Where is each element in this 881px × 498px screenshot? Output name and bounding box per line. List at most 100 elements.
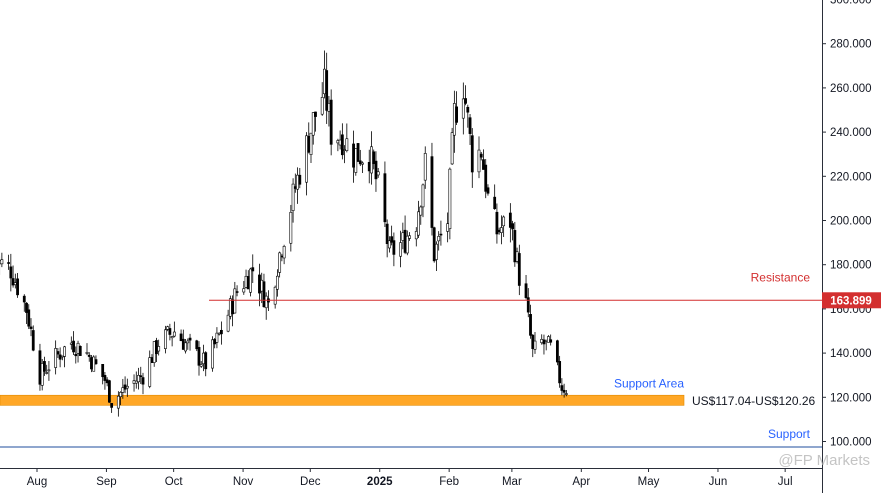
candle-body-down [555, 340, 559, 363]
candle-body-up [244, 275, 248, 288]
candle-body-up [63, 346, 67, 357]
candle [305, 132, 308, 196]
resistance-price-tag [822, 292, 881, 309]
candle-body-up [435, 243, 438, 260]
candle-body-down [87, 354, 91, 357]
candle [197, 341, 201, 376]
candle-body-down [123, 384, 127, 390]
candle-body-down [27, 309, 31, 327]
candle-body-up [345, 138, 349, 151]
candle [564, 389, 568, 397]
candle [390, 225, 394, 246]
candle [116, 391, 120, 417]
candle-body-up [544, 339, 548, 342]
candle-body-down [29, 326, 33, 329]
candle [16, 272, 19, 298]
candle [338, 130, 342, 150]
price-axis-background [822, 0, 881, 493]
candle [11, 265, 15, 288]
candle [374, 151, 378, 192]
y-tick-label: 280.000 [830, 39, 872, 51]
candle-body-up [275, 275, 279, 290]
candle [307, 122, 311, 154]
candle [423, 146, 427, 189]
candle [323, 50, 326, 99]
candle-body-up [419, 206, 423, 216]
candle-body-down [493, 196, 497, 210]
candle-body-up [119, 392, 123, 397]
candle [558, 355, 562, 388]
candle-body-down [168, 328, 172, 335]
candle [401, 222, 405, 250]
candle [437, 231, 441, 251]
candle [228, 295, 232, 320]
candle [461, 82, 465, 135]
candle-body-up [421, 184, 425, 208]
candle [542, 334, 546, 355]
candle-body-down [11, 278, 15, 286]
y-tick-label: 240.000 [830, 127, 872, 139]
candle [325, 52, 329, 124]
candle-body-up [164, 329, 167, 349]
candle-body-down [280, 255, 284, 258]
candle [155, 337, 158, 362]
candle-body-down [25, 302, 28, 313]
candle [345, 123, 349, 153]
x-tick-label: Nov [233, 476, 254, 488]
candle [184, 338, 187, 354]
candle-body-up [338, 139, 342, 146]
candle [392, 232, 396, 267]
candle-body-up [323, 68, 326, 95]
candle [121, 378, 125, 399]
candle-body-down [340, 134, 344, 156]
candle-body-up [172, 331, 176, 337]
x-tick-label: 2025 [367, 476, 393, 488]
candle [278, 251, 282, 278]
candle-body-up [533, 340, 537, 350]
x-tick-label: May [638, 476, 660, 488]
candle [508, 203, 512, 243]
candle-body-up [320, 97, 324, 115]
candle-body-up [361, 162, 364, 165]
candle-body-down [455, 106, 459, 123]
candle [367, 149, 371, 184]
candle [414, 227, 418, 247]
candle-body-down [495, 211, 499, 235]
candle [233, 281, 237, 314]
candle [172, 321, 176, 338]
candle-body-down [246, 276, 250, 290]
candle-body-down [251, 267, 255, 272]
candle-body-up [437, 236, 441, 242]
candle [45, 364, 49, 375]
candle-body-up [13, 282, 17, 285]
y-tick-label: 180.000 [830, 260, 872, 272]
candle [220, 321, 223, 345]
x-tick-label: Jun [709, 476, 728, 488]
candle [148, 350, 152, 389]
x-tick-label: Mar [502, 476, 522, 488]
support-area-band [0, 394, 685, 406]
candle-body-up [502, 216, 506, 227]
candle-body-down [110, 403, 114, 408]
candle-body-down [367, 161, 371, 172]
candle-body-up [461, 98, 465, 119]
candle-body-up [446, 223, 450, 232]
candle-body-down [181, 338, 185, 350]
candle-body-up [291, 183, 295, 211]
candle [291, 178, 295, 223]
y-tick-label: 120.000 [830, 392, 872, 404]
candle-body-up [0, 259, 4, 265]
candle [63, 345, 67, 368]
candle [0, 252, 4, 268]
candle [38, 343, 42, 391]
candle [13, 273, 17, 289]
candle [399, 230, 403, 268]
candle-body-down [479, 153, 483, 158]
candle [94, 355, 98, 365]
candle [517, 244, 521, 296]
x-tick-label: Jul [778, 476, 793, 488]
candle [108, 379, 111, 403]
candle-body-up [54, 348, 58, 368]
candle [329, 89, 333, 156]
candle-body-down [562, 389, 566, 393]
